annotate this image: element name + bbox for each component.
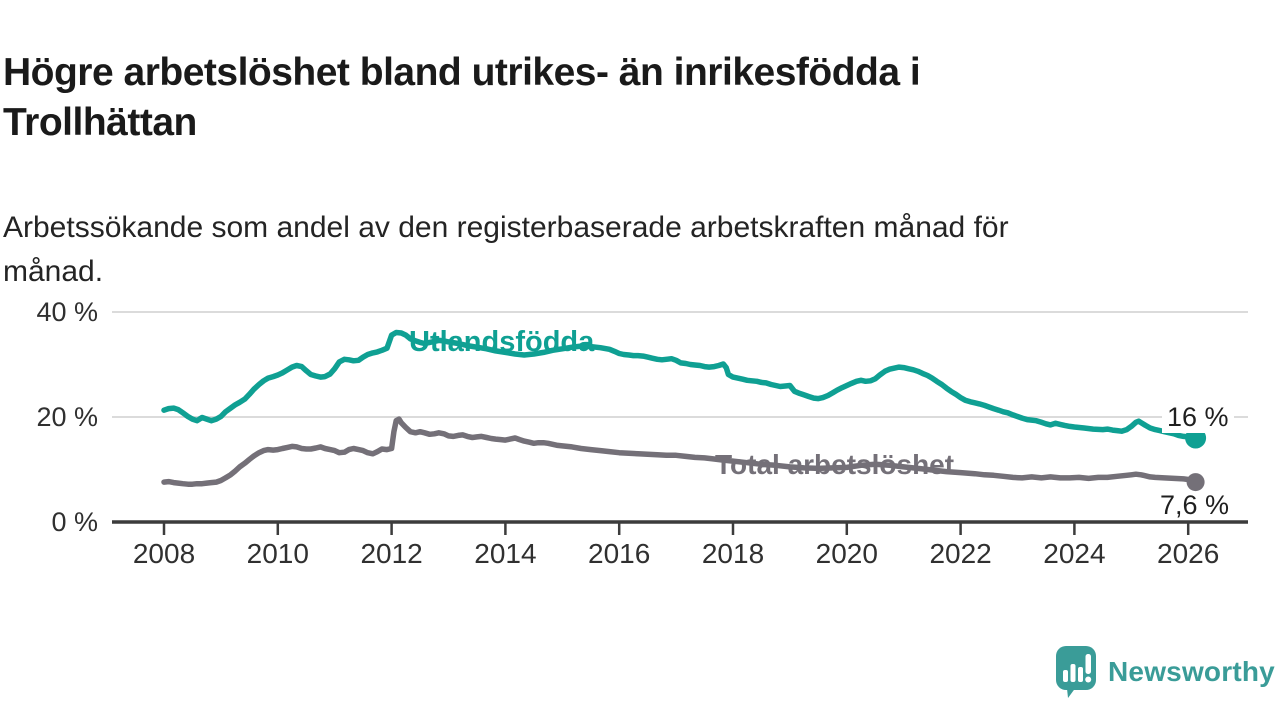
x-tick-label: 2022 — [929, 538, 992, 569]
logo-bar-1 — [1063, 670, 1068, 682]
x-tick-label: 2014 — [474, 538, 537, 569]
page-title: Högre arbetslöshet bland utrikes- än inr… — [3, 48, 1203, 148]
series-total-end-dot — [1186, 473, 1205, 492]
x-tick-label: 2016 — [588, 538, 651, 569]
brand-name: Newsworthy — [1108, 656, 1275, 687]
page-title-line-2: Trollhättan — [3, 101, 197, 145]
series-utlandsfodda-line — [161, 329, 1199, 441]
end-value-label-utlandsfodda: 16 % — [1162, 401, 1234, 433]
x-tick-label: 2012 — [360, 538, 423, 569]
series-label-total-arbetsloshet: Total arbetslöshet — [715, 449, 955, 480]
x-tick-label: 2008 — [132, 538, 196, 569]
page-title-line-1: Högre arbetslöshet bland utrikes- än inr… — [3, 51, 921, 95]
y-tick-label: 0 % — [51, 507, 98, 537]
brand-footer: Newsworthy — [1055, 645, 1275, 699]
y-tick-label: 40 % — [36, 297, 98, 327]
x-tick-label: 2020 — [815, 538, 878, 569]
x-tick-label: 2018 — [701, 538, 765, 569]
chart-subtitle: Arbetssökande som andel av den registerb… — [3, 206, 1223, 294]
chart-subtitle-line-1: Arbetssökande som andel av den registerb… — [3, 211, 1009, 244]
end-value-label-total: 7,6 % — [1160, 490, 1230, 520]
logo-bar-2 — [1070, 664, 1076, 682]
x-tick-label: 2010 — [246, 538, 309, 569]
y-tick-label: 20 % — [36, 402, 98, 432]
x-tick-label: 2026 — [1157, 538, 1220, 569]
series-total-line — [161, 416, 1199, 487]
logo-exclamation-dot — [1085, 676, 1092, 683]
chart-subtitle-line-2: månad. — [3, 255, 104, 288]
series-label-utlandsfodda: Utlandsfödda — [409, 326, 595, 358]
logo-bar-3 — [1078, 667, 1083, 682]
x-tick-label: 2024 — [1043, 538, 1106, 569]
logo-exclamation-bar — [1085, 654, 1091, 674]
newsworthy-logo-icon — [1056, 646, 1096, 698]
